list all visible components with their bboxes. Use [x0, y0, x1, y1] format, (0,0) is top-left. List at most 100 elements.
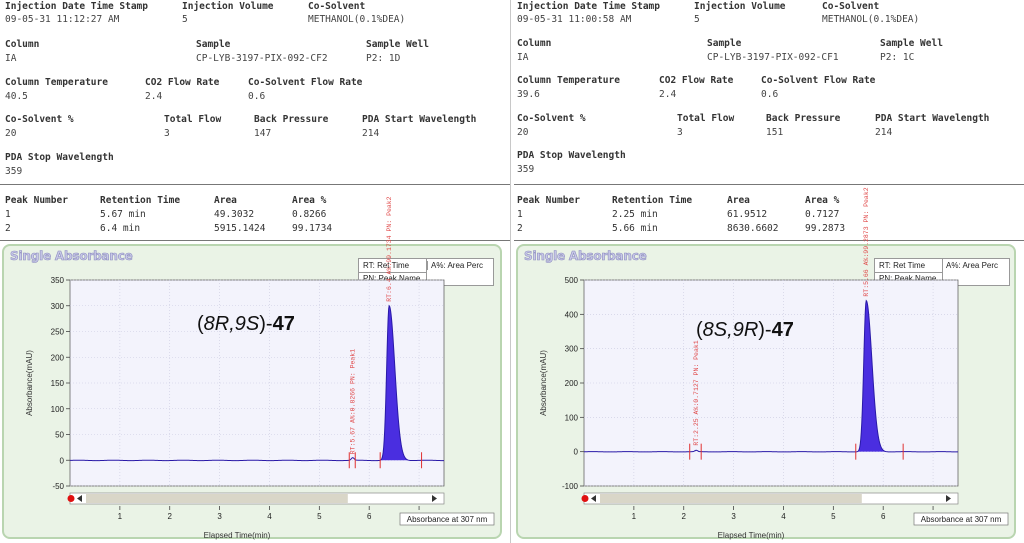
peak-annotation: RT:5.67 A%:0.8266 PN: Peak1: [350, 349, 357, 454]
y-axis-title: Absorbance(mAU): [539, 350, 548, 416]
field-label: Injection Date Time Stamp: [5, 1, 148, 12]
x-tick-label: 3: [217, 512, 222, 521]
field-label: Co-Solvent Flow Rate: [761, 75, 876, 86]
y-tick-label: -100: [562, 482, 579, 491]
x-tick-label: 2: [682, 512, 687, 521]
field-label: Co-Solvent Flow Rate: [248, 77, 363, 88]
x-axis-title: Elapsed Time(min): [718, 531, 785, 540]
chromatogram-trace: [583, 299, 959, 453]
wavelength-box: [399, 512, 495, 526]
chromatogram-chart: Single Absorbance RT: Ret Time A%: Area …: [2, 196, 502, 540]
wavelength-label: Absorbance at 307 nm: [921, 515, 1002, 524]
field-label: Total Flow: [164, 114, 222, 125]
main-peak-fill: [376, 305, 417, 461]
peak-cell: 5915.1424: [214, 223, 266, 234]
field-label: CO2 Flow Rate: [145, 77, 220, 88]
field-value: 214: [875, 127, 893, 138]
panel-divider: [510, 0, 514, 543]
field-value: METHANOL(0.1%DEA): [308, 14, 406, 25]
x-tick-label: 4: [781, 512, 786, 521]
field-value: 5: [694, 14, 700, 25]
field-value: 147: [254, 128, 272, 139]
y-tick-label: 350: [51, 276, 65, 285]
scroll-right-arrow: [432, 495, 437, 502]
field-value: 0.6: [761, 89, 779, 100]
peak-cell: 5.67 min: [100, 209, 146, 220]
compound-label: (8R,9S)-47: [197, 313, 295, 335]
peak-table-header: Retention Time: [100, 195, 181, 206]
peak-annotation: RT:5.66 A%:99.2873 PN: Peak2: [863, 187, 870, 296]
peak-annotation: RT:6.4 A%:99.1734 PN: Peak2: [386, 196, 393, 301]
field-label: PDA Start Wavelength: [362, 114, 477, 125]
chart-title: Single Absorbance: [10, 249, 133, 264]
peak-cell: 49.3032: [214, 209, 255, 220]
field-label: CO2 Flow Rate: [659, 75, 734, 86]
chart-title: Single Absorbance: [524, 249, 647, 264]
x-tick-label: 1: [118, 512, 123, 521]
field-value: METHANOL(0.1%DEA): [822, 14, 920, 25]
peak-cell: 1: [517, 209, 523, 220]
peak-cell: 0.8266: [292, 209, 327, 220]
scroll-left-arrow: [591, 495, 596, 502]
left-panel: Injection Date Time Stamp 09-05-31 11:12…: [0, 0, 510, 543]
y-tick-label: 150: [51, 379, 65, 388]
y-tick-label: 300: [51, 302, 65, 311]
field-label: Sample: [196, 39, 231, 50]
field-label: Injection Date Time Stamp: [517, 1, 660, 12]
field-value: 359: [5, 166, 23, 177]
x-tick-label: 2: [168, 512, 173, 521]
y-tick-label: 400: [565, 310, 579, 319]
field-value: CP-LYB-3197-PIX-092-CF1: [707, 52, 839, 63]
run-metadata: Injection Date Time Stamp 09-05-31 11:00…: [514, 0, 1024, 185]
peak-cell: 99.1734: [292, 223, 333, 234]
compound-label: (8S,9R)-47: [696, 319, 794, 341]
field-label: Injection Volume: [182, 1, 274, 12]
wavelength-label: Absorbance at 307 nm: [407, 515, 488, 524]
chart-svg: -500501001502002503003501234567Elapsed T…: [25, 196, 495, 540]
y-axis-title: Absorbance(mAU): [25, 350, 34, 416]
field-value: 5: [182, 14, 188, 25]
right-panel: Injection Date Time Stamp 09-05-31 11:00…: [514, 0, 1024, 543]
peak-cell: 0.7127: [805, 209, 840, 220]
y-tick-label: 50: [55, 431, 64, 440]
y-tick-label: 200: [565, 379, 579, 388]
field-value: IA: [517, 52, 529, 63]
field-value: 2.4: [659, 89, 677, 100]
x-tick-label: 5: [831, 512, 836, 521]
field-value: 151: [766, 127, 784, 138]
peak-cell: 2: [5, 223, 11, 234]
peak-cell: 1: [5, 209, 11, 220]
x-tick-label: 3: [731, 512, 736, 521]
wavelength-box: [913, 512, 1009, 526]
field-value: P2: 1D: [366, 53, 401, 64]
legend-rt: RT: Ret Time: [363, 261, 410, 270]
field-label: Sample: [707, 38, 742, 49]
x-tick-label: 1: [632, 512, 637, 521]
field-value: 2.4: [145, 91, 163, 102]
record-dot: [581, 495, 589, 502]
field-value: 39.6: [517, 89, 540, 100]
x-tick-label: 4: [267, 512, 272, 521]
legend-rt: RT: Ret Time: [879, 261, 926, 270]
y-tick-label: 100: [51, 405, 65, 414]
chart-svg: -10001002003004005001234567Elapsed Time(…: [539, 187, 1009, 540]
peak-table-header: Area: [214, 195, 237, 206]
y-tick-label: 300: [565, 345, 579, 354]
scrollbar-thumb: [600, 494, 862, 503]
field-label: Co-Solvent: [822, 1, 880, 12]
field-label: Back Pressure: [766, 113, 841, 124]
field-label: PDA Stop Wavelength: [517, 150, 626, 161]
y-tick-label: 200: [51, 353, 65, 362]
x-axis-title: Elapsed Time(min): [204, 531, 271, 540]
x-tick-label: 6: [367, 512, 372, 521]
main-peak-fill: [853, 300, 894, 452]
legend-pn: PN: Peak Name: [363, 274, 421, 283]
field-value: 20: [517, 127, 529, 138]
y-tick-label: 250: [51, 328, 65, 337]
field-value: 20: [5, 128, 17, 139]
legend-area: A%: Area Perc: [427, 261, 483, 270]
field-label: Column: [517, 38, 552, 49]
field-value: 359: [517, 164, 535, 175]
legend-pn: PN: Peak Name: [879, 274, 937, 283]
peak-table-header: Area %: [805, 195, 840, 206]
